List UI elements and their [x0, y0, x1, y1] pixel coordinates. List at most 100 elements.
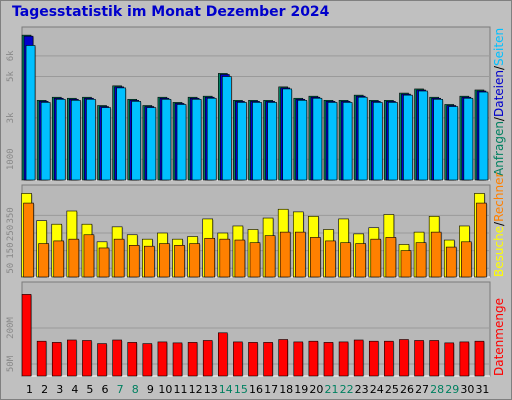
bar-datenmenge: [353, 339, 364, 377]
day-label: 27: [415, 383, 429, 396]
legend-item: Anfragen: [492, 121, 506, 176]
bar-seiten: [267, 102, 277, 181]
bar-datenmenge: [67, 339, 77, 377]
bar-rechner: [370, 238, 382, 278]
day-label: 14: [219, 383, 233, 396]
bar-rechner: [128, 245, 140, 278]
day-label: 17: [264, 383, 278, 396]
bar-seiten: [71, 100, 81, 181]
day-label: 6: [102, 383, 109, 396]
bar-datenmenge: [414, 340, 424, 377]
legend-item: Dateien: [492, 70, 506, 118]
day-label: 8: [132, 383, 139, 396]
bar-rechner: [249, 242, 261, 278]
bar-rechner: [23, 202, 34, 278]
tick-label-volume: 50M: [6, 355, 16, 372]
bar-rechner: [264, 235, 276, 278]
bar-seiten: [448, 106, 459, 181]
bar-datenmenge: [82, 340, 92, 377]
day-label: 11: [174, 383, 188, 396]
day-label: 22: [340, 383, 354, 396]
legend-item: Seiten: [492, 27, 506, 66]
day-label: 7: [117, 383, 124, 396]
bar-rechner: [325, 240, 336, 278]
day-label: 9: [147, 383, 154, 396]
bar-datenmenge: [444, 342, 455, 377]
bar-rechner: [53, 240, 65, 278]
day-label: 29: [445, 383, 459, 396]
bar-rechner: [189, 243, 200, 278]
bar-seiten: [101, 107, 111, 181]
bar-datenmenge: [157, 341, 168, 377]
bar-rechner: [445, 246, 457, 278]
tick-label-visits: 50: [6, 263, 16, 274]
day-label: 5: [86, 383, 93, 396]
bar-datenmenge: [172, 342, 183, 377]
legend-item: Datenmenge: [492, 298, 506, 376]
bar-datenmenge: [218, 332, 228, 377]
bar-seiten: [176, 104, 187, 181]
bar-seiten: [418, 90, 428, 181]
bar-seiten: [206, 97, 217, 181]
bar-rechner: [83, 234, 95, 278]
bar-seiten: [342, 102, 353, 181]
bar-seiten: [131, 101, 142, 181]
bar-rechner: [113, 238, 125, 278]
bar-datenmenge: [293, 341, 304, 377]
bar-rechner: [279, 231, 291, 278]
bar-rechner: [430, 231, 442, 278]
bar-datenmenge: [263, 342, 273, 377]
bar-seiten: [357, 96, 368, 181]
day-label: 28: [430, 383, 444, 396]
bar-datenmenge: [21, 294, 32, 377]
bar-rechner: [219, 238, 231, 278]
bar-datenmenge: [248, 342, 258, 377]
day-label: 24: [370, 383, 384, 396]
tick-label-visits: 150: [6, 242, 16, 258]
bar-datenmenge: [338, 341, 349, 377]
bar-rechner: [294, 231, 306, 278]
bar-datenmenge: [278, 339, 288, 377]
bar-datenmenge: [308, 340, 319, 377]
bar-seiten: [222, 76, 232, 181]
tick-label-requests: 6k: [6, 50, 16, 61]
day-label: 20: [309, 383, 323, 396]
page-title: Tagesstatistik im Monat Dezember 2024: [12, 4, 330, 20]
day-label: 13: [204, 383, 218, 396]
tick-label-volume: 200M: [6, 317, 16, 339]
bar-rechner: [385, 237, 397, 278]
bar-seiten: [282, 88, 292, 181]
bar-seiten: [86, 98, 96, 181]
bar-seiten: [463, 97, 474, 181]
day-label: 26: [400, 383, 414, 396]
bar-rechner: [234, 239, 246, 278]
bar-datenmenge: [323, 342, 334, 377]
bar-datenmenge: [112, 339, 122, 377]
bar-seiten: [191, 98, 202, 181]
day-label: 23: [355, 383, 369, 396]
bar-datenmenge: [384, 340, 394, 377]
bar-rechner: [159, 243, 170, 278]
tick-label-visits: 250: [6, 225, 16, 241]
bar-datenmenge: [36, 340, 47, 377]
bar-seiten: [40, 102, 51, 181]
day-label: 19: [294, 383, 308, 396]
bar-datenmenge: [142, 343, 153, 377]
bar-seiten: [252, 102, 262, 181]
bar-seiten: [55, 98, 66, 181]
day-label: 3: [56, 383, 63, 396]
bar-datenmenge: [474, 340, 485, 377]
bar-datenmenge: [51, 342, 62, 377]
bar-datenmenge: [399, 339, 409, 377]
legend-item: /: [492, 65, 506, 70]
day-label: 1: [26, 383, 33, 396]
day-label: 15: [234, 383, 248, 396]
day-label: 10: [158, 383, 172, 396]
bar-seiten: [403, 94, 413, 181]
bar-rechner: [38, 243, 49, 278]
legend-volume: Datenmenge: [492, 284, 506, 376]
bar-seiten: [146, 107, 157, 181]
bar-rechner: [174, 245, 185, 278]
